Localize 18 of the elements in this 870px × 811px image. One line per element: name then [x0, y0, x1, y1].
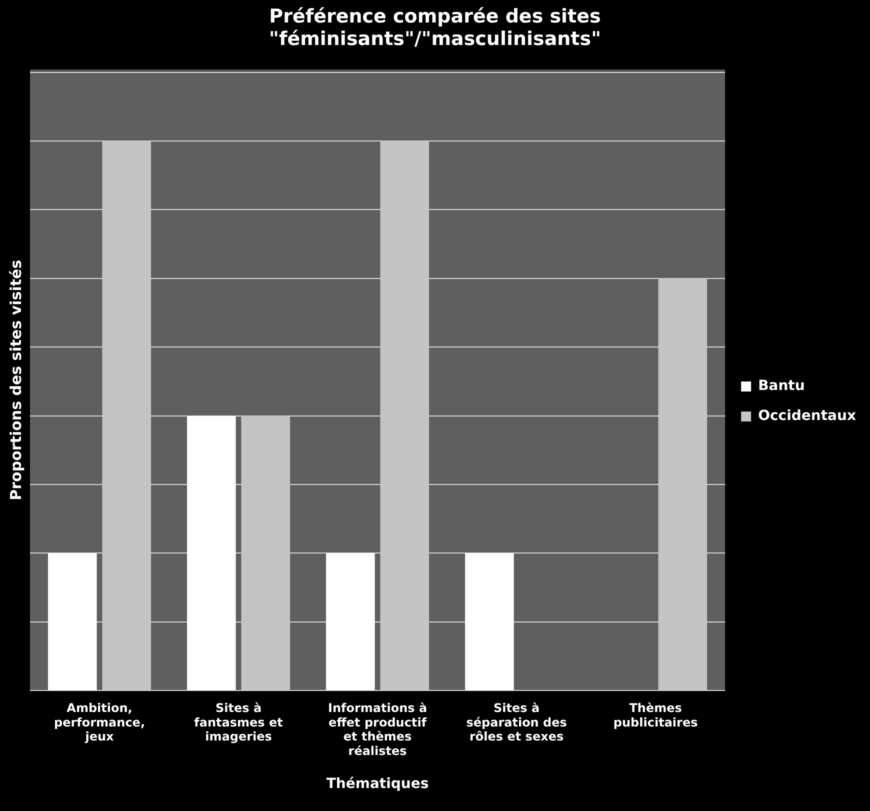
legend-label: Bantu [758, 378, 805, 394]
x-tick-label: Informations à effet productif et thèmes réalistes [328, 700, 428, 758]
x-tick-label: Thèmes publicitaires [613, 700, 698, 730]
x-axis-title: Thématiques [326, 776, 429, 792]
x-tick-label: Sites à fantasmes et imageries [194, 700, 284, 744]
bar [102, 141, 152, 690]
x-tick-label: Sites à séparation des rôles et sexes [466, 700, 567, 744]
x-tick-label: Ambition, performance, jeux [54, 700, 145, 744]
bar [241, 416, 290, 690]
y-axis-title: Proportions des sites visités [6, 260, 25, 500]
chart-title: Préférence comparée des sites "féminisants"/"masculinisants" [269, 5, 601, 50]
bar [465, 553, 514, 690]
legend-label: Occidentaux [758, 408, 856, 424]
bar [658, 278, 708, 690]
bar [380, 141, 430, 690]
bar [326, 553, 375, 690]
bar [48, 553, 97, 690]
bar [187, 416, 236, 690]
